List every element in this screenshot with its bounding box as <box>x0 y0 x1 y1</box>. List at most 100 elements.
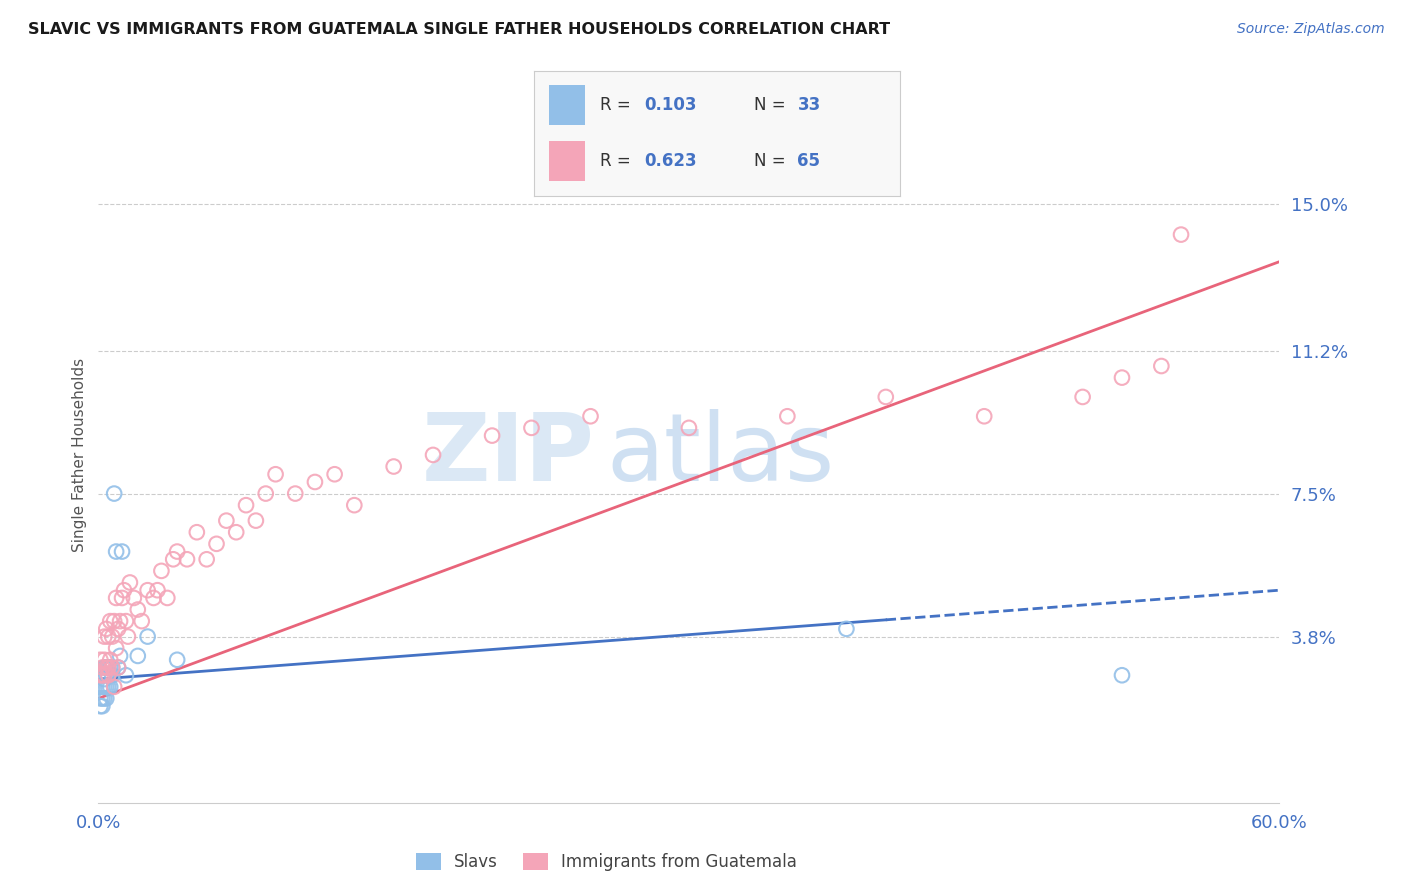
Point <box>108 614 131 628</box>
Point <box>835 622 858 636</box>
Point <box>254 486 277 500</box>
Point <box>98 653 121 667</box>
Point <box>91 660 114 674</box>
Point <box>107 660 129 674</box>
Point <box>96 691 118 706</box>
Point <box>111 544 134 558</box>
Point <box>105 641 128 656</box>
Point <box>98 680 121 694</box>
Text: 0.103: 0.103 <box>644 96 696 114</box>
Point <box>122 591 145 605</box>
Point <box>264 467 287 482</box>
Point <box>103 614 125 628</box>
Text: 0.623: 0.623 <box>644 153 696 170</box>
Point <box>91 668 114 682</box>
Point <box>579 409 602 424</box>
Point <box>235 498 257 512</box>
Point <box>973 409 995 424</box>
Point <box>127 602 149 616</box>
Point <box>103 680 125 694</box>
Text: Source: ZipAtlas.com: Source: ZipAtlas.com <box>1237 22 1385 37</box>
Bar <box>548 85 585 125</box>
Point <box>96 668 118 682</box>
Point <box>343 498 366 512</box>
Point <box>1111 370 1133 384</box>
Point <box>96 660 118 674</box>
Point <box>89 699 111 714</box>
Point <box>97 660 120 674</box>
Point <box>131 614 153 628</box>
Point <box>111 591 134 605</box>
Text: 65: 65 <box>797 153 821 170</box>
Point <box>97 660 120 674</box>
Point <box>195 552 218 566</box>
Text: 33: 33 <box>797 96 821 114</box>
Point <box>97 668 120 682</box>
Point <box>186 525 208 540</box>
Text: ZIP: ZIP <box>422 409 595 501</box>
Point <box>304 475 326 489</box>
Point <box>108 648 131 663</box>
Point <box>89 668 111 682</box>
Point <box>101 660 124 674</box>
Point <box>97 680 120 694</box>
Point <box>520 421 543 435</box>
Point <box>115 668 138 682</box>
Point <box>142 591 165 605</box>
Point <box>96 660 118 674</box>
Point <box>93 668 115 682</box>
Point <box>156 591 179 605</box>
Point <box>112 583 135 598</box>
Point <box>101 668 124 682</box>
Point <box>93 660 115 674</box>
Text: N =: N = <box>754 153 790 170</box>
Point <box>166 653 188 667</box>
Bar <box>548 141 585 181</box>
Point <box>105 544 128 558</box>
Text: R =: R = <box>600 153 636 170</box>
Point <box>93 680 115 694</box>
Point <box>93 653 115 667</box>
Point <box>875 390 897 404</box>
Point <box>127 648 149 663</box>
Point <box>245 514 267 528</box>
Point <box>1111 668 1133 682</box>
Point <box>118 575 141 590</box>
Point <box>323 467 346 482</box>
Point <box>91 691 114 706</box>
Point <box>117 630 139 644</box>
Legend: Slavs, Immigrants from Guatemala: Slavs, Immigrants from Guatemala <box>409 847 804 878</box>
Point <box>96 680 118 694</box>
Point <box>136 583 159 598</box>
Text: N =: N = <box>754 96 790 114</box>
Point <box>146 583 169 598</box>
Text: atlas: atlas <box>606 409 835 501</box>
Point <box>98 614 121 628</box>
Point <box>96 622 118 636</box>
Point <box>103 486 125 500</box>
Point <box>97 668 120 682</box>
Point <box>136 630 159 644</box>
Point <box>93 672 115 686</box>
Point <box>225 525 247 540</box>
Point <box>1071 390 1094 404</box>
Point <box>97 630 120 644</box>
Point <box>98 660 121 674</box>
Point <box>776 409 799 424</box>
Point <box>91 668 114 682</box>
Text: SLAVIC VS IMMIGRANTS FROM GUATEMALA SINGLE FATHER HOUSEHOLDS CORRELATION CHART: SLAVIC VS IMMIGRANTS FROM GUATEMALA SING… <box>28 22 890 37</box>
Point <box>115 614 138 628</box>
Point <box>284 486 307 500</box>
Point <box>481 428 503 442</box>
Point <box>162 552 184 566</box>
Point <box>678 421 700 435</box>
Text: R =: R = <box>600 96 636 114</box>
Point <box>107 622 129 636</box>
Point <box>422 448 444 462</box>
Point <box>101 630 124 644</box>
Point <box>1150 359 1173 373</box>
Point <box>205 537 228 551</box>
Point <box>89 653 111 667</box>
Point <box>215 514 238 528</box>
Point <box>91 699 114 714</box>
